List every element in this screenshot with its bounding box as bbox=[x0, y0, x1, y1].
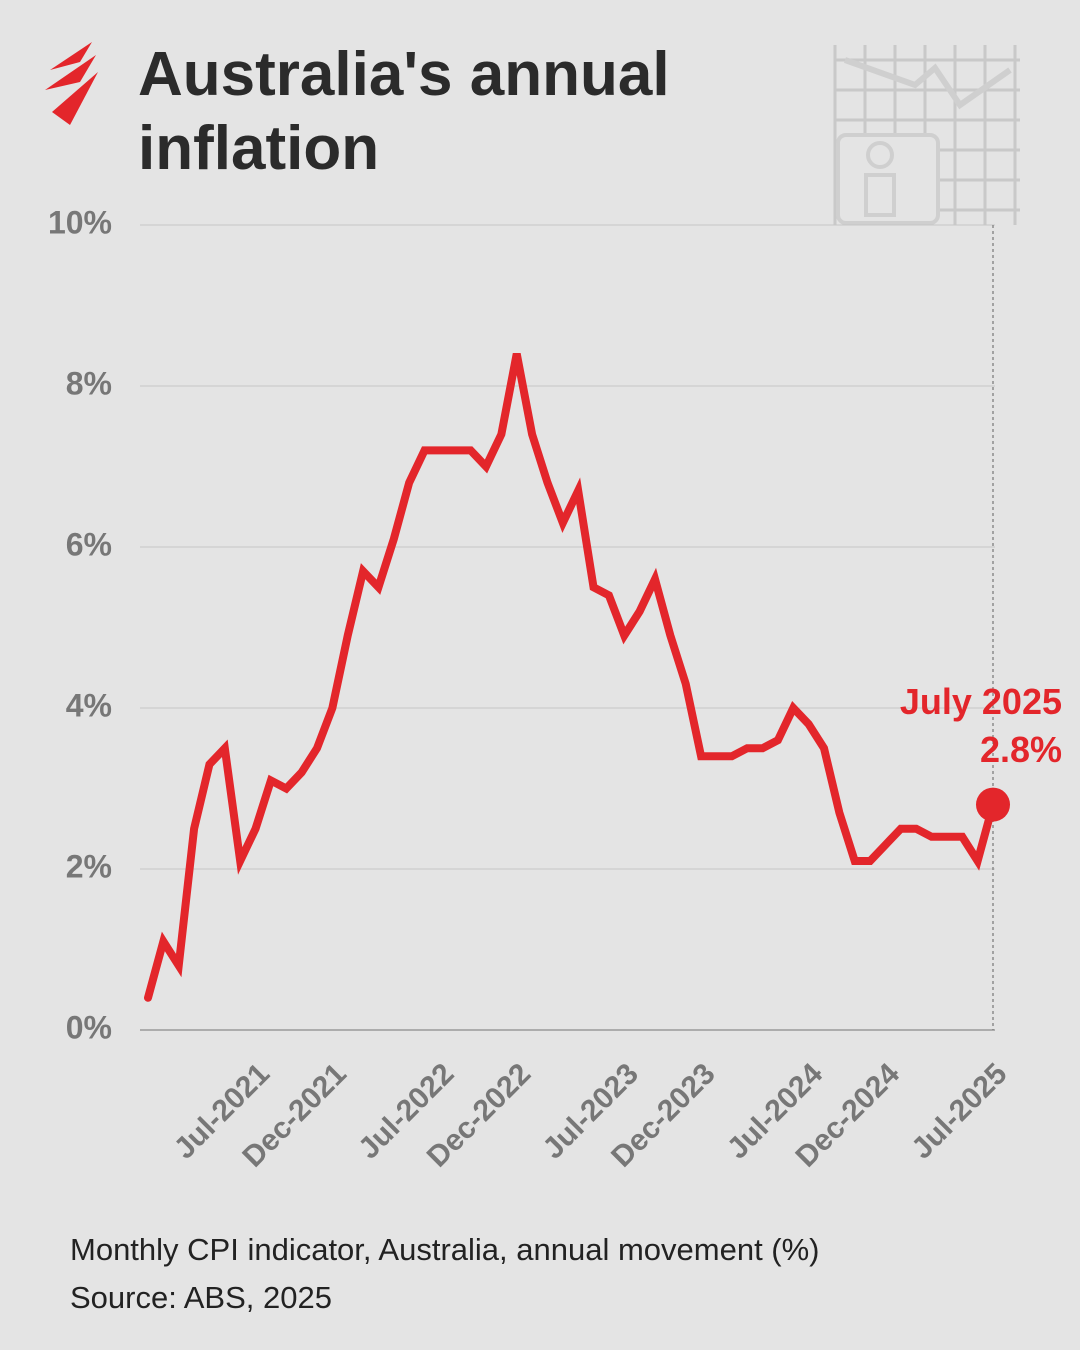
annotation: July 2025 bbox=[900, 681, 1062, 722]
y-tick-label: 4% bbox=[66, 687, 112, 723]
y-tick-label: 0% bbox=[66, 1009, 112, 1045]
data-label: 2.8% bbox=[980, 729, 1062, 770]
chart-title: Australia's annual inflation bbox=[138, 40, 670, 183]
y-tick-label: 8% bbox=[66, 365, 112, 401]
y-tick-label: 6% bbox=[66, 526, 112, 562]
end-point bbox=[976, 787, 1010, 822]
x-tick-label: Jul-2025 bbox=[905, 1057, 1013, 1165]
logo bbox=[45, 42, 98, 125]
source: Source: ABS, 2025 bbox=[70, 1280, 332, 1315]
decorative-icon bbox=[833, 45, 1020, 225]
y-tick-label: 2% bbox=[66, 848, 112, 884]
subtitle: Monthly CPI indicator, Australia, annual… bbox=[70, 1232, 820, 1267]
y-tick-label: 10% bbox=[48, 204, 112, 240]
line bbox=[144, 353, 997, 1002]
